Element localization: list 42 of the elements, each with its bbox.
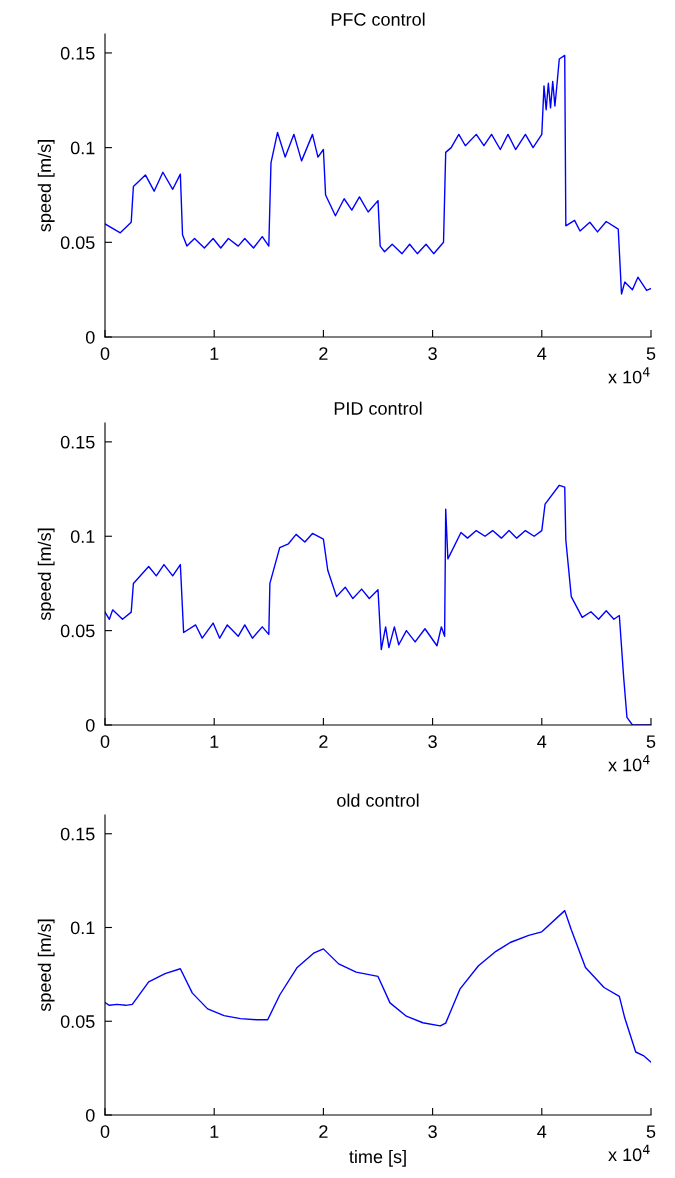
- x-tick-label: 3: [428, 735, 437, 748]
- y-tick-label: 0.1: [70, 141, 95, 155]
- y-tick-label: 0.05: [60, 236, 95, 250]
- text: x 10$^{4}$: [608, 1144, 650, 1162]
- y-tick-label: 0.15: [60, 46, 95, 60]
- x-tick-label: 4: [537, 347, 547, 360]
- chart-title: old control: [337, 793, 419, 807]
- x-tick-label: 5: [646, 347, 656, 360]
- y-tick-label: 0.15: [60, 435, 95, 449]
- x-tick-label: 5: [646, 1125, 656, 1138]
- text: x 10$^{4}$: [608, 755, 650, 772]
- chart-title: PID control: [334, 401, 422, 415]
- y-tick-label: 0.1: [70, 530, 95, 543]
- x-tick-label: 4: [537, 1125, 547, 1138]
- x-tick-label: 3: [428, 347, 437, 360]
- x-tick-label: 1: [210, 1125, 219, 1138]
- y-axis-title: speed [m/s]: [37, 919, 55, 1012]
- text: x 10$^{4}$: [608, 367, 650, 384]
- x-axis-title: time [s]: [349, 1149, 406, 1167]
- x-tick-label: 0: [100, 347, 110, 360]
- x-tick-label: 1: [210, 347, 219, 360]
- y-axis-title: speed [m/s]: [37, 140, 55, 232]
- x-tick-label: 5: [646, 735, 656, 748]
- y-tick-label: 0.05: [60, 624, 95, 638]
- x-tick-label: 1: [210, 735, 219, 748]
- y-tick-label: 0.15: [60, 827, 95, 841]
- y-tick-label: 0: [85, 718, 95, 732]
- y-tick-label: 0.05: [60, 1015, 95, 1028]
- chart-title: PFC control: [331, 12, 425, 26]
- x-tick-label: 2: [319, 1125, 328, 1138]
- line-series: [105, 54, 651, 295]
- x-tick-label: 2: [319, 347, 328, 360]
- line-series: [105, 909, 651, 1063]
- x-tick-label: 2: [319, 735, 328, 748]
- x-tick-label: 0: [100, 1125, 110, 1138]
- y-axis-title: speed [m/s]: [37, 528, 55, 621]
- y-tick-label: 0.1: [70, 921, 95, 935]
- y-tick-label: 0: [85, 1108, 95, 1122]
- y-tick-label: 0: [85, 330, 95, 344]
- x-tick-label: 4: [537, 735, 547, 748]
- x-tick-label: 3: [428, 1125, 437, 1138]
- x-tick-label: 0: [100, 735, 110, 748]
